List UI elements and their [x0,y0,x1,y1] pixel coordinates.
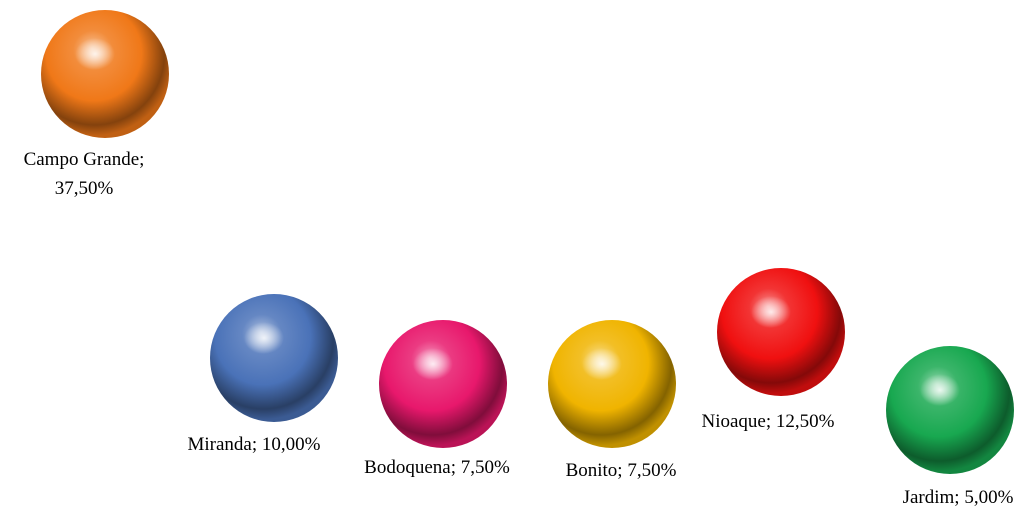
bubble-campo-grande-highlight [75,38,115,70]
bubble-bodoquena-highlight [413,348,453,380]
bubble-nioaque [717,268,845,396]
data-label-bonito: Bonito; 7,50% [566,460,677,481]
bubble-miranda-highlight [244,322,284,354]
data-label-bodoquena: Bodoquena; 7,50% [364,457,510,478]
bubble-jardim-sphere [886,346,1014,474]
bubble-jardim-highlight [920,374,960,406]
bubble-nioaque-highlight [751,296,791,328]
data-label-jardim: Jardim; 5,00% [903,487,1014,508]
bubble-bonito-highlight [582,348,622,380]
data-label-miranda: Miranda; 10,00% [188,434,321,455]
chart-data-labels: Campo Grande; 37,50% Miranda; 10,00% Bodoqu… [24,149,1014,508]
data-label-campo-grande: Campo Grande; 37,50% [24,149,145,199]
bubble-miranda [210,294,338,422]
bubble-bonito-sphere [548,320,676,448]
bubble-jardim [886,346,1014,474]
chart-marks [41,10,1014,474]
bubble-miranda-sphere [210,294,338,422]
bubble-bonito [548,320,676,448]
data-label-nioaque: Nioaque; 12,50% [702,411,835,432]
bubble-nioaque-sphere [717,268,845,396]
bubble-campo-grande-sphere [41,10,169,138]
bubble-campo-grande [41,10,169,138]
bubble-bodoquena-sphere [379,320,507,448]
bubble-bodoquena [379,320,507,448]
